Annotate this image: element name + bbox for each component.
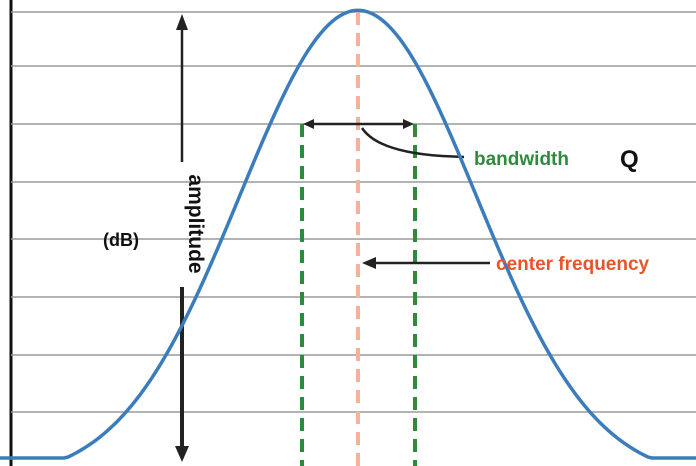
amplitude-arrow-up (176, 14, 188, 162)
bandwidth-span-arrow (303, 119, 414, 129)
amplitude-arrow-down (175, 287, 189, 462)
bandwidth-label: bandwidth (474, 149, 569, 170)
bandwidth-leader-line (360, 127, 465, 159)
q-symbol: Q (620, 146, 639, 173)
center-frequency-arrow (362, 257, 490, 269)
center-frequency-label: center frequency (496, 254, 650, 275)
response-curve (0, 8, 696, 460)
gridlines (11, 11, 696, 413)
amplitude-axis-label: amplitude (184, 174, 207, 273)
unit-label: (dB) (103, 230, 139, 250)
